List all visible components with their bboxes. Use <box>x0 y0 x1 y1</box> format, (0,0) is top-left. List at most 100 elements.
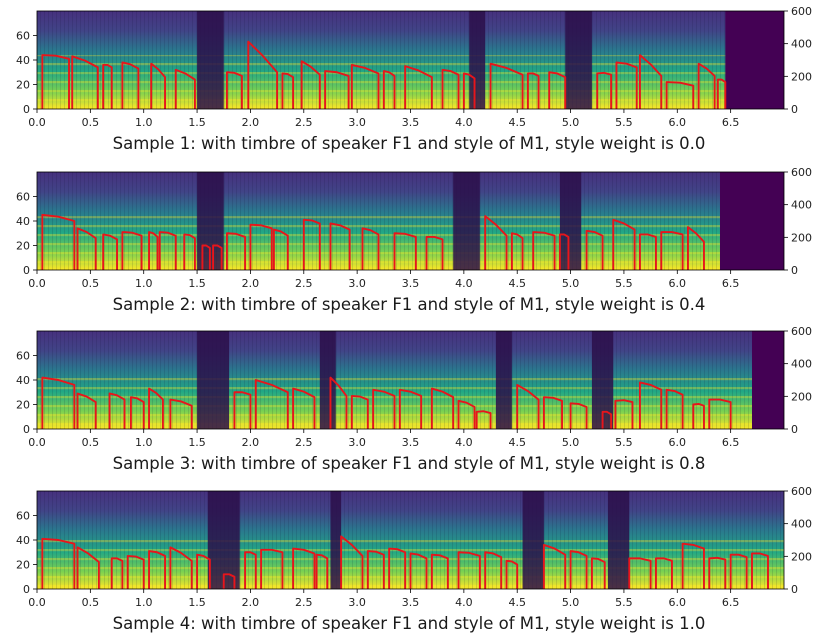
pitch-segment <box>372 388 396 429</box>
pitch-segment <box>76 227 97 270</box>
y-tick-label-right: 400 <box>791 518 812 531</box>
x-tick-label: 3.0 <box>348 436 366 449</box>
pitch-segment <box>654 557 673 589</box>
pitch-segment <box>489 62 524 109</box>
pitch-segment <box>233 391 252 429</box>
silence-region <box>330 491 342 589</box>
pitch-segment <box>601 410 613 429</box>
pitch-segment <box>569 550 588 589</box>
pitch-segment <box>510 232 524 270</box>
y-tick-label-right: 200 <box>791 550 812 563</box>
pitch-segment <box>102 233 118 270</box>
pitch-segment <box>169 546 193 589</box>
x-tick-label: 0.5 <box>82 116 100 129</box>
pitch-segment <box>716 78 727 109</box>
y-tick-label-left: 20 <box>16 79 30 92</box>
pitch-segment <box>729 553 748 589</box>
y-tick-label-right: 0 <box>791 423 798 436</box>
x-tick-label: 1.5 <box>188 596 206 609</box>
pitch-segment <box>516 383 540 429</box>
spectrogram-image <box>37 331 784 429</box>
pitch-segment <box>212 244 223 270</box>
pitch-segment <box>222 573 236 589</box>
y-tick-label-right: 0 <box>791 583 798 596</box>
pitch-segment <box>148 550 167 589</box>
pitch-segment <box>150 62 167 109</box>
x-tick-label: 3.0 <box>348 116 366 129</box>
pitch-segment <box>329 376 348 429</box>
y-tick-label-right: 600 <box>791 325 812 338</box>
pitch-segment <box>393 232 417 270</box>
pitch-segment <box>708 398 732 429</box>
pitch-segment <box>272 228 289 270</box>
pitch-segment <box>158 231 177 270</box>
x-tick-label: 1.0 <box>135 277 153 290</box>
silence-region <box>453 172 480 270</box>
y-tick-label-left: 40 <box>16 215 30 228</box>
pitch-segment <box>201 244 211 270</box>
pitch-segment <box>129 396 145 429</box>
y-tick-label-right: 400 <box>791 38 812 51</box>
pitch-segment <box>638 54 663 109</box>
pitch-segment <box>361 227 380 270</box>
x-tick-label: 6.0 <box>669 436 687 449</box>
x-tick-label: 3.5 <box>402 116 420 129</box>
pitch-segment <box>692 402 705 429</box>
spectrogram-frames <box>37 11 726 109</box>
y-tick-label-left: 40 <box>16 534 30 547</box>
x-tick-label: 4.0 <box>455 436 473 449</box>
pitch-segment <box>249 223 273 270</box>
pitch-segment <box>430 387 455 429</box>
pitch-segment <box>302 218 321 270</box>
x-tick-label: 3.5 <box>402 436 420 449</box>
pitch-segment <box>665 388 684 429</box>
x-tick-label: 3.0 <box>348 277 366 290</box>
pitch-segment <box>590 557 606 589</box>
pitch-segment <box>41 54 70 109</box>
y-tick-label-left: 60 <box>16 510 30 523</box>
pitch-segment <box>628 557 652 589</box>
pitch-segment <box>665 81 695 109</box>
x-tick-label: 2.0 <box>242 436 260 449</box>
pitch-segment <box>638 233 657 270</box>
silence-region <box>207 491 240 589</box>
pitch-segment <box>475 410 492 429</box>
spectrogram-panel-2: 0.0 0.5 1.0 1.5 2.0 2.5 3.0 3.5 4.0 4.5 5.0 5.5 6.0 6… <box>16 166 812 314</box>
pitch-segment <box>388 547 407 589</box>
pitch-segment <box>76 392 97 429</box>
pitch-segment <box>558 233 570 270</box>
spectrogram-panel-4: 0.0 0.5 1.0 1.5 2.0 2.5 3.0 3.5 4.0 4.5 5.0 5.5 6.0 6… <box>16 485 812 633</box>
silence-region <box>522 491 544 589</box>
x-tick-label: 0.5 <box>82 596 100 609</box>
x-tick-label: 6.5 <box>722 436 740 449</box>
pitch-segment <box>615 61 638 109</box>
x-tick-label: 2.0 <box>242 596 260 609</box>
x-tick-label: 6.5 <box>722 277 740 290</box>
pitch-segment <box>281 72 295 109</box>
x-tick-label: 1.5 <box>188 116 206 129</box>
x-tick-label: 0.5 <box>82 436 100 449</box>
y-tick-label-right: 600 <box>791 166 812 179</box>
pitch-segment <box>254 379 289 429</box>
x-tick-label: 6.0 <box>669 596 687 609</box>
pitch-segment <box>329 222 351 270</box>
x-tick-label: 0.0 <box>28 116 46 129</box>
pitch-segment <box>148 387 164 429</box>
silence-region <box>319 331 336 429</box>
spectrogram-panel-1: 0.0 0.5 1.0 1.5 2.0 2.5 3.0 3.5 4.0 4.5 5.0 5.5 6.0 6… <box>16 5 812 153</box>
silence-region <box>565 11 592 109</box>
x-tick-label: 2.5 <box>295 277 313 290</box>
pitch-segment <box>462 72 476 109</box>
x-tick-label: 3.0 <box>348 596 366 609</box>
panel-caption: Sample 2: with timbre of speaker F1 and … <box>113 295 706 314</box>
x-tick-label: 2.0 <box>242 277 260 290</box>
x-tick-label: 1.5 <box>188 436 206 449</box>
pitch-segment <box>457 399 476 429</box>
pitch-segment <box>569 402 588 429</box>
y-tick-label-left: 20 <box>16 559 30 572</box>
x-tick-label: 4.0 <box>455 116 473 129</box>
x-tick-label: 5.5 <box>615 116 633 129</box>
pitch-segment <box>102 63 113 109</box>
pitch-segment <box>638 381 663 429</box>
x-tick-label: 0.5 <box>82 277 100 290</box>
